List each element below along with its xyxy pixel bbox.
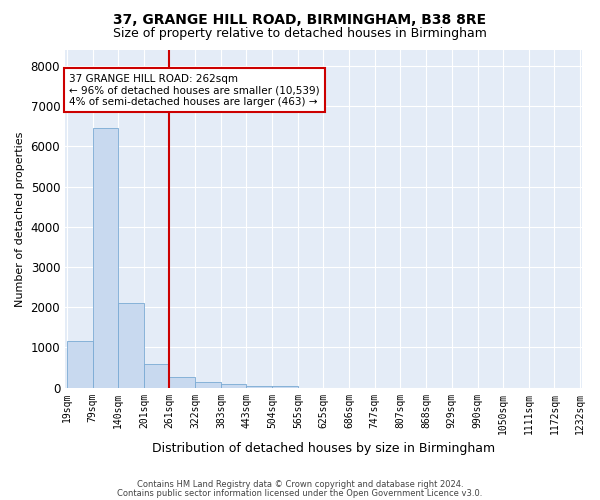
Text: Size of property relative to detached houses in Birmingham: Size of property relative to detached ho…	[113, 28, 487, 40]
Bar	[92, 128, 118, 388]
Text: 37, GRANGE HILL ROAD, BIRMINGHAM, B38 8RE: 37, GRANGE HILL ROAD, BIRMINGHAM, B38 8R…	[113, 12, 487, 26]
Bar	[118, 304, 144, 388]
Text: Contains HM Land Registry data © Crown copyright and database right 2024.: Contains HM Land Registry data © Crown c…	[137, 480, 463, 489]
Text: Contains public sector information licensed under the Open Government Licence v3: Contains public sector information licen…	[118, 488, 482, 498]
Bar	[221, 384, 247, 388]
Bar	[195, 382, 221, 388]
X-axis label: Distribution of detached houses by size in Birmingham: Distribution of detached houses by size …	[152, 442, 495, 455]
Bar	[272, 386, 298, 388]
Bar	[144, 364, 169, 388]
Text: 37 GRANGE HILL ROAD: 262sqm
← 96% of detached houses are smaller (10,539)
4% of : 37 GRANGE HILL ROAD: 262sqm ← 96% of det…	[69, 74, 320, 107]
Bar	[67, 342, 92, 388]
Y-axis label: Number of detached properties: Number of detached properties	[15, 131, 25, 306]
Bar	[169, 377, 195, 388]
Bar	[247, 386, 272, 388]
